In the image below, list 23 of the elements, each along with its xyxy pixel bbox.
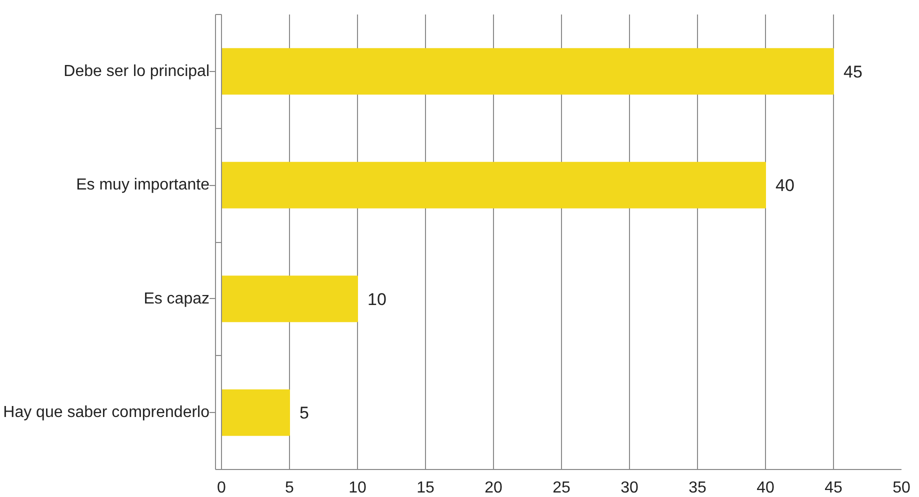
data-label: 5 — [300, 404, 309, 423]
data-label: 10 — [368, 290, 386, 309]
x-tick-label: 40 — [756, 480, 774, 496]
bar — [222, 162, 766, 208]
x-tick-label: 10 — [348, 480, 366, 496]
y-tick-label: Hay que saber comprenderlo — [3, 404, 210, 422]
y-tick-label: Debe ser lo principal — [64, 62, 210, 80]
data-label: 45 — [844, 62, 862, 82]
x-tick-label: 50 — [892, 480, 910, 496]
x-tick-label: 15 — [416, 480, 434, 496]
x-tick-label: 20 — [484, 480, 502, 496]
x-tick-label: 35 — [688, 480, 706, 496]
x-tick-label: 25 — [552, 480, 570, 496]
y-tick-label: Es muy importante — [76, 176, 210, 194]
y-tick-label: Es capaz — [144, 290, 210, 308]
x-tick-label: 0 — [217, 480, 226, 496]
bar — [222, 48, 834, 95]
x-tick-label: 5 — [285, 480, 294, 496]
bar — [222, 276, 358, 322]
bar — [222, 389, 290, 436]
data-label: 40 — [776, 176, 794, 196]
x-tick-label: 45 — [824, 480, 842, 496]
x-tick-label: 30 — [620, 480, 638, 496]
